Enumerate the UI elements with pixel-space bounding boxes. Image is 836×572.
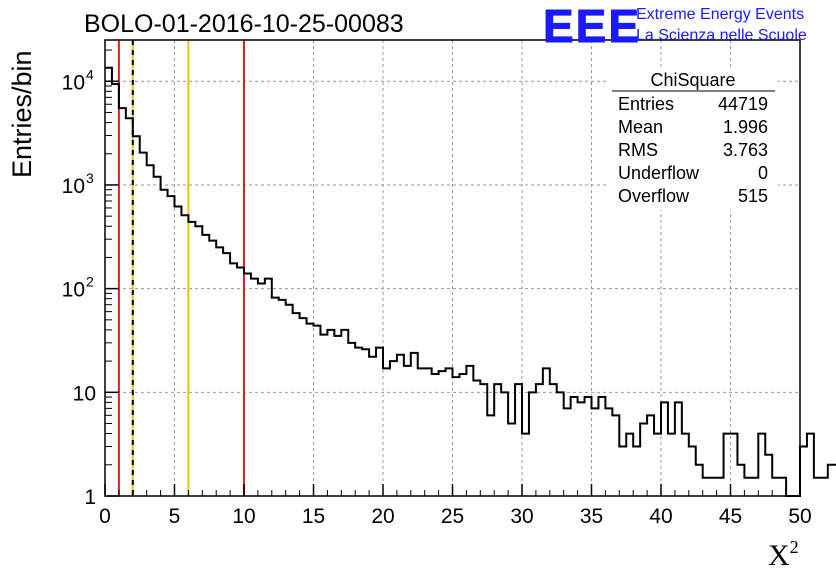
x-tick-label-7: 35 bbox=[580, 505, 603, 528]
y-tick-label-0: 1 bbox=[84, 486, 96, 509]
eee-logo-mark: EEE bbox=[543, 0, 641, 52]
stats-value-underflow: 0 bbox=[758, 163, 768, 183]
y-tick-sup-4: 4 bbox=[86, 66, 94, 82]
stats-box: ChiSquare Entries 44719 Mean 1.996 RMS 3.763 U… bbox=[608, 70, 778, 210]
stats-label-mean: Mean bbox=[618, 117, 663, 137]
x-axis-label-sup: 2 bbox=[790, 537, 799, 557]
stats-value-mean: 1.996 bbox=[723, 117, 768, 137]
stats-value-overflow: 515 bbox=[738, 186, 768, 206]
x-tick-label-6: 30 bbox=[510, 505, 533, 528]
y-tick-sup-2: 2 bbox=[86, 274, 94, 290]
x-axis-label-base: X bbox=[768, 539, 790, 572]
x-tick-label-4: 20 bbox=[371, 505, 394, 528]
plot-title: BOLO-01-2016-10-25-00083 bbox=[84, 10, 404, 38]
y-axis-label: Entries/bin bbox=[7, 50, 37, 178]
logo-line-1: Extreme Energy Events bbox=[636, 6, 804, 23]
y-tick-label-4: 10 bbox=[62, 71, 85, 94]
stats-value-entries: 44719 bbox=[718, 94, 768, 114]
stats-label-rms: RMS bbox=[618, 140, 658, 160]
x-tick-label-5: 25 bbox=[441, 505, 464, 528]
stats-title: ChiSquare bbox=[650, 70, 735, 90]
stats-value-rms: 3.763 bbox=[723, 140, 768, 160]
y-tick-label-2: 10 bbox=[62, 279, 85, 302]
logo-line-2: La Scienza nelle Scuole bbox=[636, 27, 807, 44]
stats-label-overflow: Overflow bbox=[618, 186, 690, 206]
stats-label-underflow: Underflow bbox=[618, 163, 700, 183]
y-tick-sup-3: 3 bbox=[86, 170, 94, 186]
x-axis-label: X2 bbox=[768, 537, 799, 572]
y-tick-label-3: 10 bbox=[62, 175, 85, 198]
x-tick-label-10: 50 bbox=[788, 505, 811, 528]
stats-label-entries: Entries bbox=[618, 94, 674, 114]
x-tick-label-3: 15 bbox=[302, 505, 325, 528]
x-tick-label-2: 10 bbox=[232, 505, 255, 528]
y-tick-label-1: 10 bbox=[73, 382, 96, 405]
x-tick-label-0: 0 bbox=[99, 505, 111, 528]
x-tick-label-9: 45 bbox=[719, 505, 742, 528]
x-tick-label-8: 40 bbox=[649, 505, 672, 528]
x-tick-label-1: 5 bbox=[169, 505, 181, 528]
